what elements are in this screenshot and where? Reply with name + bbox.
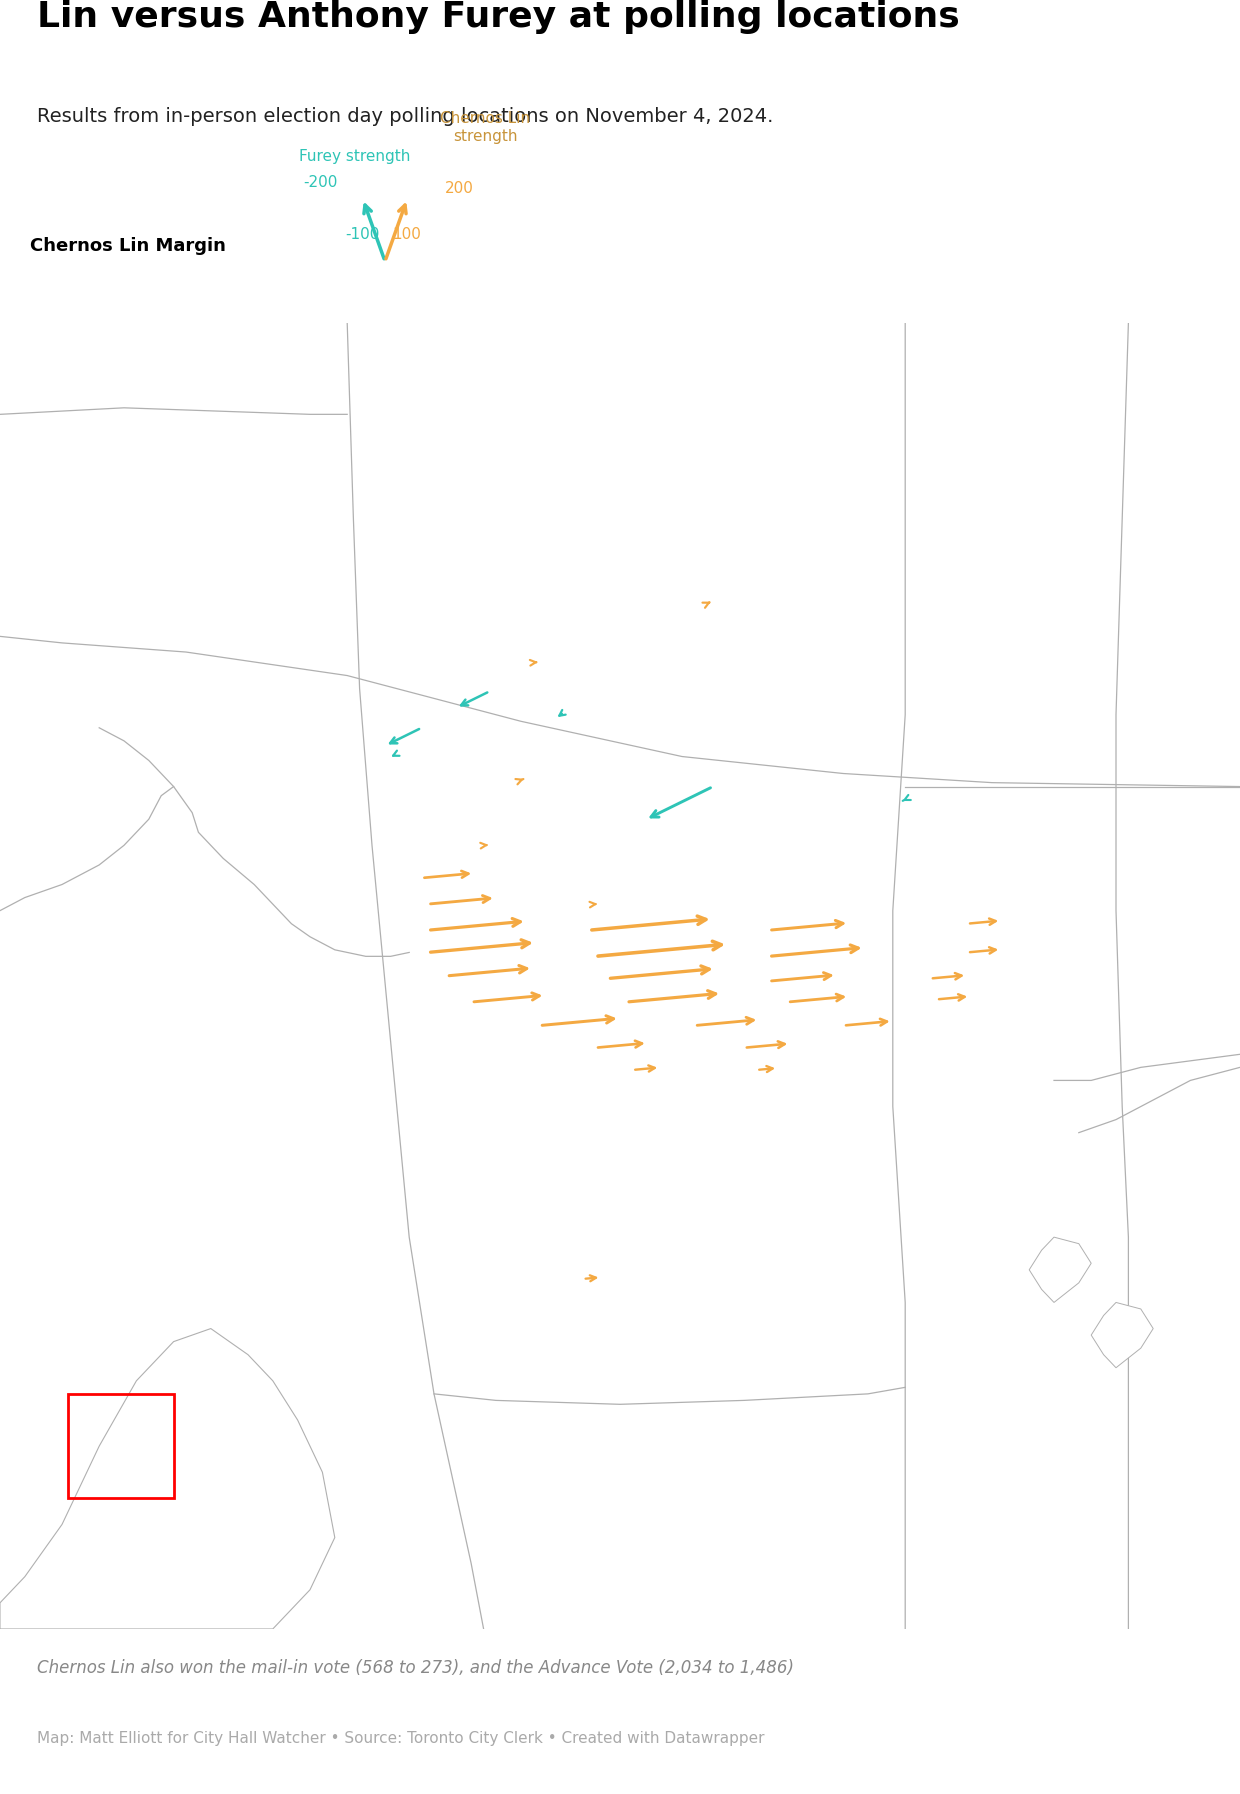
- Bar: [68, 1394, 174, 1498]
- Text: Chernos Lin Margin: Chernos Lin Margin: [30, 237, 226, 255]
- Polygon shape: [0, 1329, 335, 1629]
- Text: -100: -100: [346, 228, 379, 242]
- Text: Map: Matt Elliott for City Hall Watcher • Source: Toronto City Clerk • Created w: Map: Matt Elliott for City Hall Watcher …: [37, 1731, 765, 1746]
- Text: Chernos Lin also won the mail-in vote (568 to 273), and the Advance Vote (2,034 : Chernos Lin also won the mail-in vote (5…: [37, 1659, 794, 1677]
- Text: Furey strength: Furey strength: [299, 149, 410, 163]
- Text: Results from in-person election day polling locations on November 4, 2024.: Results from in-person election day poll…: [37, 108, 774, 126]
- Polygon shape: [1091, 1302, 1153, 1367]
- Polygon shape: [1029, 1238, 1091, 1302]
- Text: -200: -200: [303, 174, 337, 190]
- Text: Chernos Lin
strength: Chernos Lin strength: [440, 111, 529, 144]
- Text: How Don Valley West was won: margin of Rachel Chernos
Lin versus Anthony Furey a: How Don Valley West was won: margin of R…: [37, 0, 1209, 34]
- Text: 200: 200: [445, 181, 474, 196]
- Text: 100: 100: [393, 228, 422, 242]
